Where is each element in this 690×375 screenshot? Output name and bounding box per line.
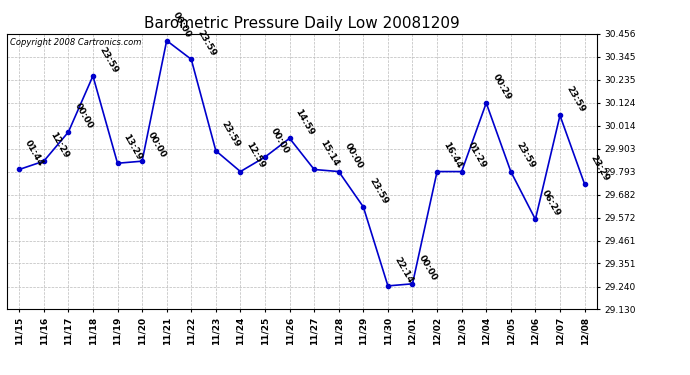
Text: 23:59: 23:59	[195, 28, 217, 58]
Text: 23:59: 23:59	[564, 85, 586, 114]
Text: 23:29: 23:29	[589, 153, 611, 183]
Text: 13:29: 13:29	[121, 132, 144, 162]
Text: 00:00: 00:00	[343, 141, 365, 170]
Text: 00:29: 00:29	[491, 72, 513, 102]
Text: 01:29: 01:29	[466, 141, 488, 170]
Text: 00:00: 00:00	[269, 127, 291, 156]
Title: Barometric Pressure Daily Low 20081209: Barometric Pressure Daily Low 20081209	[144, 16, 460, 31]
Text: 15:14: 15:14	[318, 139, 340, 168]
Text: 00:00: 00:00	[72, 102, 95, 130]
Text: 06:29: 06:29	[540, 189, 562, 218]
Text: 00:00: 00:00	[417, 254, 439, 282]
Text: 22:14: 22:14	[392, 255, 414, 285]
Text: Copyright 2008 Cartronics.com: Copyright 2008 Cartronics.com	[10, 38, 141, 47]
Text: 00:00: 00:00	[171, 10, 193, 39]
Text: 16:44: 16:44	[441, 141, 464, 170]
Text: 01:44: 01:44	[23, 139, 46, 168]
Text: 12:29: 12:29	[48, 130, 70, 160]
Text: 23:59: 23:59	[220, 120, 242, 149]
Text: 00:00: 00:00	[146, 131, 168, 160]
Text: 12:59: 12:59	[244, 141, 267, 170]
Text: 23:59: 23:59	[97, 45, 119, 75]
Text: 23:59: 23:59	[515, 141, 537, 170]
Text: 14:59: 14:59	[294, 107, 316, 137]
Text: 23:59: 23:59	[368, 176, 390, 206]
